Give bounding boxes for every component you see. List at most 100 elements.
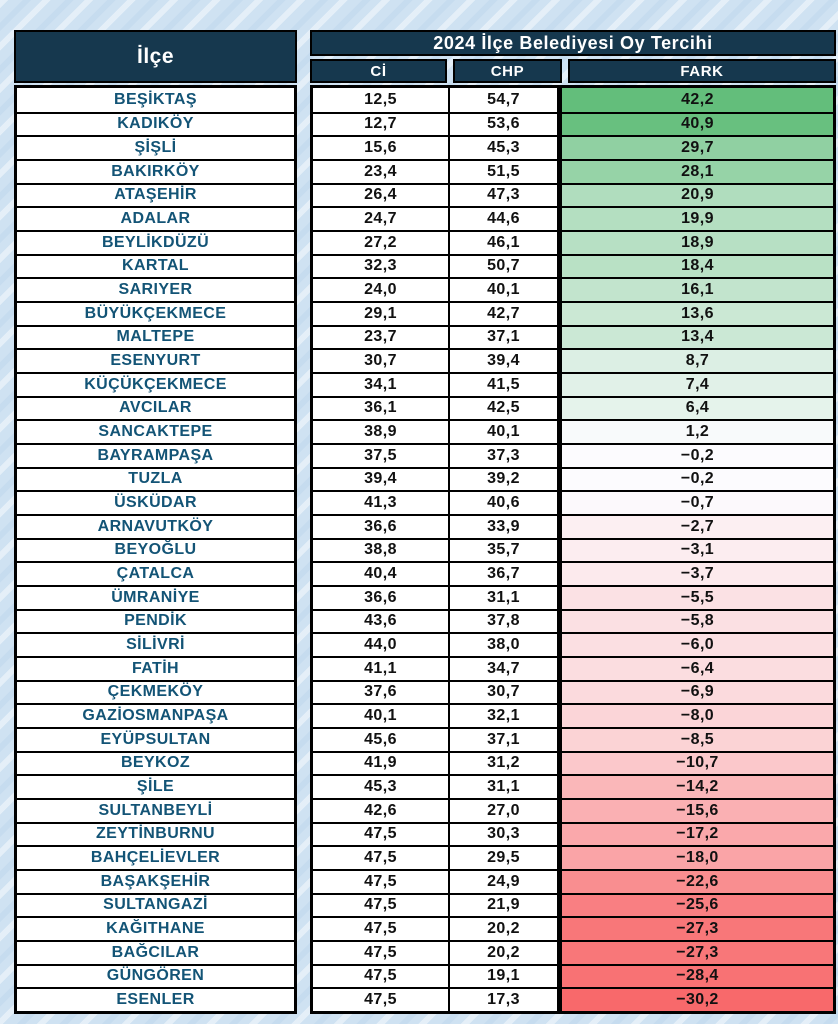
chp-value: 30,7 xyxy=(450,681,562,704)
chp-value: 38,0 xyxy=(450,634,562,656)
ci-value: 47,5 xyxy=(313,894,450,917)
fark-value: 7,4 xyxy=(562,373,833,396)
table-row: 41,1 34,7 −6,4 xyxy=(313,655,833,680)
table-row: 24,0 40,1 16,1 xyxy=(313,277,833,301)
district-name: BAYRAMPAŞA xyxy=(17,442,294,467)
fark-value: 8,7 xyxy=(562,350,833,372)
chp-value: 54,7 xyxy=(450,88,562,112)
ci-value: 45,3 xyxy=(313,776,450,798)
chp-value: 41,5 xyxy=(450,373,562,396)
chp-value: 29,5 xyxy=(450,847,562,869)
district-name: ARNAVUTKÖY xyxy=(17,513,294,538)
fark-value: 18,4 xyxy=(562,255,833,278)
votes-column-group: 2024 İlçe Belediyesi Oy Tercihi Cİ CHP F… xyxy=(310,30,836,1014)
ci-value: 47,5 xyxy=(313,823,450,846)
ci-value: 26,4 xyxy=(313,184,450,207)
district-name: FATİH xyxy=(17,655,294,680)
fark-value: −14,2 xyxy=(562,776,833,798)
table-row: 29,1 42,7 13,6 xyxy=(313,300,833,325)
column-header-ci: Cİ xyxy=(310,59,447,83)
chp-value: 40,1 xyxy=(450,279,562,301)
chp-value: 20,2 xyxy=(450,918,562,940)
fark-value: −28,4 xyxy=(562,965,833,988)
ci-value: 12,5 xyxy=(313,88,450,112)
fark-value: 19,9 xyxy=(562,208,833,230)
fark-value: 13,4 xyxy=(562,326,833,349)
ci-value: 30,7 xyxy=(313,350,450,372)
table-row: 15,6 45,3 29,7 xyxy=(313,135,833,159)
table-row: 32,3 50,7 18,4 xyxy=(313,253,833,278)
ci-value: 36,6 xyxy=(313,515,450,538)
district-name: ADALAR xyxy=(17,206,294,230)
table-row: 12,5 54,7 42,2 xyxy=(313,88,833,112)
fark-value: −10,7 xyxy=(562,752,833,775)
district-name: ESENLER xyxy=(17,987,294,1011)
table-row: 45,6 37,1 −8,5 xyxy=(313,726,833,751)
ci-value: 47,5 xyxy=(313,870,450,893)
ci-value: 37,5 xyxy=(313,444,450,467)
fark-value: 42,2 xyxy=(562,88,833,112)
fark-value: −0,7 xyxy=(562,492,833,514)
district-name: KÜÇÜKÇEKMECE xyxy=(17,371,294,396)
fark-value: −27,3 xyxy=(562,918,833,940)
fark-value: −3,1 xyxy=(562,539,833,562)
fark-value: −8,0 xyxy=(562,705,833,727)
table-row: 27,2 46,1 18,9 xyxy=(313,229,833,254)
table-row: 38,8 35,7 −3,1 xyxy=(313,537,833,562)
district-name: BAKIRKÖY xyxy=(17,158,294,183)
ci-value: 42,6 xyxy=(313,799,450,822)
fark-value: −17,2 xyxy=(562,823,833,846)
table-row: 39,4 39,2 −0,2 xyxy=(313,466,833,491)
table-row: 12,7 53,6 40,9 xyxy=(313,111,833,136)
fark-value: 6,4 xyxy=(562,397,833,420)
column-gap xyxy=(297,30,310,1014)
chp-value: 31,1 xyxy=(450,776,562,798)
fark-value: 18,9 xyxy=(562,231,833,254)
table-row: 41,9 31,2 −10,7 xyxy=(313,750,833,775)
fark-value: 20,9 xyxy=(562,184,833,207)
chp-value: 24,9 xyxy=(450,870,562,893)
table-row: 36,6 31,1 −5,5 xyxy=(313,584,833,609)
ci-value: 44,0 xyxy=(313,634,450,656)
district-name: KARTAL xyxy=(17,253,294,278)
chp-value: 34,7 xyxy=(450,657,562,680)
table-row: 36,1 42,5 6,4 xyxy=(313,395,833,420)
district-name: KADIKÖY xyxy=(17,111,294,136)
ci-value: 38,9 xyxy=(313,421,450,443)
chp-value: 40,1 xyxy=(450,421,562,443)
chp-value: 50,7 xyxy=(450,255,562,278)
chp-value: 37,3 xyxy=(450,444,562,467)
ci-value: 24,7 xyxy=(313,208,450,230)
table-row: 43,6 37,8 −5,8 xyxy=(313,608,833,633)
district-rows: BEŞİKTAŞ KADIKÖY ŞİŞLİ BAKIRKÖY ATAŞEHİR ADAL… xyxy=(14,85,297,1014)
ci-value: 41,9 xyxy=(313,752,450,775)
column-header-fark: FARK xyxy=(568,59,836,83)
ci-value: 39,4 xyxy=(313,468,450,491)
table-row: 23,4 51,5 28,1 xyxy=(313,158,833,183)
district-name: ŞİLE xyxy=(17,774,294,798)
ci-value: 34,1 xyxy=(313,373,450,396)
chp-value: 47,3 xyxy=(450,184,562,207)
district-name: ATAŞEHİR xyxy=(17,182,294,207)
table-row: 47,5 24,9 −22,6 xyxy=(313,868,833,893)
ci-value: 23,4 xyxy=(313,160,450,183)
subheader-row: Cİ CHP FARK xyxy=(310,59,836,83)
table-row: 42,6 27,0 −15,6 xyxy=(313,797,833,822)
fark-value: −5,8 xyxy=(562,610,833,633)
ci-value: 47,5 xyxy=(313,847,450,869)
ci-value: 36,1 xyxy=(313,397,450,420)
fark-value: −0,2 xyxy=(562,468,833,491)
chp-value: 19,1 xyxy=(450,965,562,988)
table-row: 47,5 20,2 −27,3 xyxy=(313,916,833,940)
fark-value: 13,6 xyxy=(562,302,833,325)
district-column-header: İlçe xyxy=(14,30,297,83)
district-name: SANCAKTEPE xyxy=(17,419,294,443)
ci-value: 24,0 xyxy=(313,279,450,301)
fark-value: −0,2 xyxy=(562,444,833,467)
district-name: BEYOĞLU xyxy=(17,537,294,562)
chp-value: 21,9 xyxy=(450,894,562,917)
table-row: 47,5 29,5 −18,0 xyxy=(313,845,833,869)
fark-value: −5,5 xyxy=(562,586,833,609)
table-row: 34,1 41,5 7,4 xyxy=(313,371,833,396)
